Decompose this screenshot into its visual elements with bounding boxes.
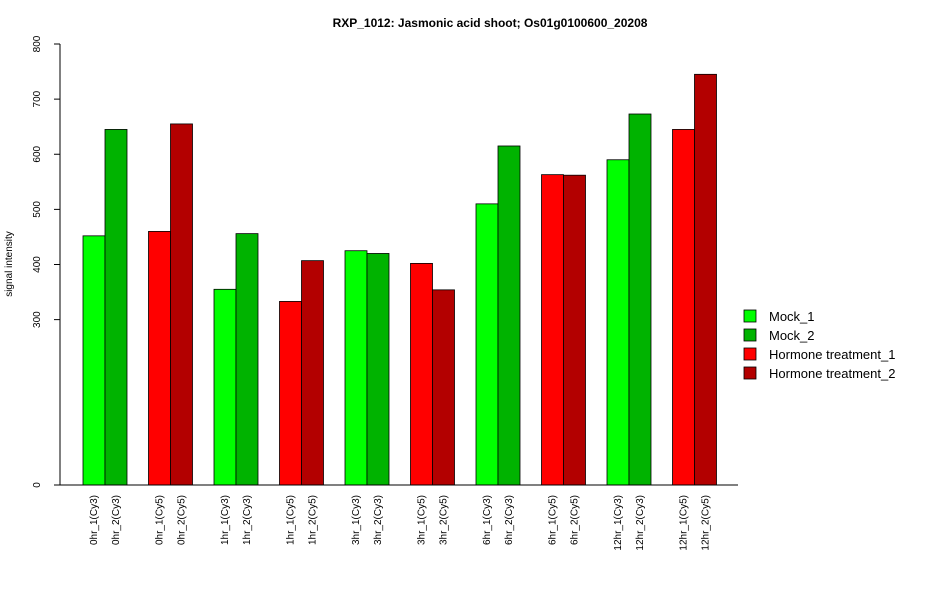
bar — [694, 73, 717, 486]
y-tick-label: 300 — [32, 311, 43, 328]
legend-label: Mock_1 — [769, 309, 815, 324]
x-tick-label: 6hr_2(Cy5) — [570, 495, 581, 545]
x-tick-label: 3hr_2(Cy5) — [439, 495, 450, 545]
bars — [82, 73, 717, 486]
y-tick-label: 600 — [32, 145, 43, 162]
y-axis-label: signal intensity — [4, 231, 15, 297]
y-tick-label: 700 — [32, 90, 43, 107]
legend-label: Mock_2 — [769, 328, 815, 343]
x-tick-label: 12hr_2(Cy5) — [701, 495, 712, 551]
bar — [104, 129, 128, 486]
bar — [432, 289, 455, 486]
bar — [497, 145, 521, 486]
x-tick-label: 3hr_1(Cy5) — [417, 495, 428, 545]
y-tick-label: 500 — [32, 201, 43, 218]
bar — [344, 250, 368, 486]
bar — [279, 301, 302, 486]
x-tick-label: 12hr_2(Cy3) — [635, 495, 646, 551]
bar — [366, 253, 390, 486]
x-tick-label: 12hr_1(Cy5) — [679, 495, 690, 551]
x-tick-label: 0hr_2(Cy5) — [177, 495, 188, 545]
x-tick-label: 1hr_1(Cy3) — [220, 495, 231, 545]
legend-swatch — [743, 328, 757, 342]
x-tick-label: 6hr_1(Cy5) — [548, 495, 559, 545]
y-tick-label: 0 — [32, 482, 43, 488]
x-tick-label: 0hr_2(Cy3) — [111, 495, 122, 545]
bar — [606, 159, 630, 486]
chart-title: RXP_1012: Jasmonic acid shoot; Os01g0100… — [333, 16, 648, 30]
bar — [563, 174, 586, 486]
x-tick-label: 12hr_1(Cy3) — [613, 495, 624, 551]
bar — [148, 231, 171, 486]
x-tick-label: 1hr_2(Cy5) — [308, 495, 319, 545]
bar — [301, 260, 324, 486]
legend-label: Hormone treatment_2 — [769, 366, 895, 381]
x-tick-label: 3hr_2(Cy3) — [373, 495, 384, 545]
x-tick-label: 0hr_1(Cy5) — [155, 495, 166, 545]
bar — [628, 113, 652, 486]
bar — [410, 262, 433, 486]
x-tick-label: 0hr_1(Cy3) — [89, 495, 100, 545]
legend-label: Hormone treatment_1 — [769, 347, 895, 362]
bar — [475, 203, 499, 486]
bar — [541, 174, 564, 486]
y-tick-label: 400 — [32, 256, 43, 273]
bar — [82, 235, 106, 486]
x-tick-label: 1hr_2(Cy3) — [242, 495, 253, 545]
legend-swatch — [743, 366, 757, 380]
x-tick-label: 6hr_1(Cy3) — [482, 495, 493, 545]
y-tick-label: 800 — [32, 35, 43, 52]
legend-swatch — [743, 347, 757, 361]
y-axis: 0 300 400 500 600 700 800 — [32, 35, 61, 488]
legend-swatch — [743, 309, 757, 323]
x-axis: 0hr_1(Cy3) 0hr_2(Cy3) 0hr_1(Cy5) 0hr_2(Cy5)… — [60, 484, 738, 551]
bar — [672, 129, 695, 486]
legend: Mock_1 Mock_2 Hormone treatment_1 Hormone t… — [743, 309, 895, 381]
x-tick-label: 3hr_1(Cy3) — [351, 495, 362, 545]
bar — [170, 123, 193, 486]
x-tick-label: 1hr_1(Cy5) — [286, 495, 297, 545]
bar — [235, 233, 259, 486]
x-tick-label: 6hr_2(Cy3) — [504, 495, 515, 545]
bar — [213, 288, 237, 486]
